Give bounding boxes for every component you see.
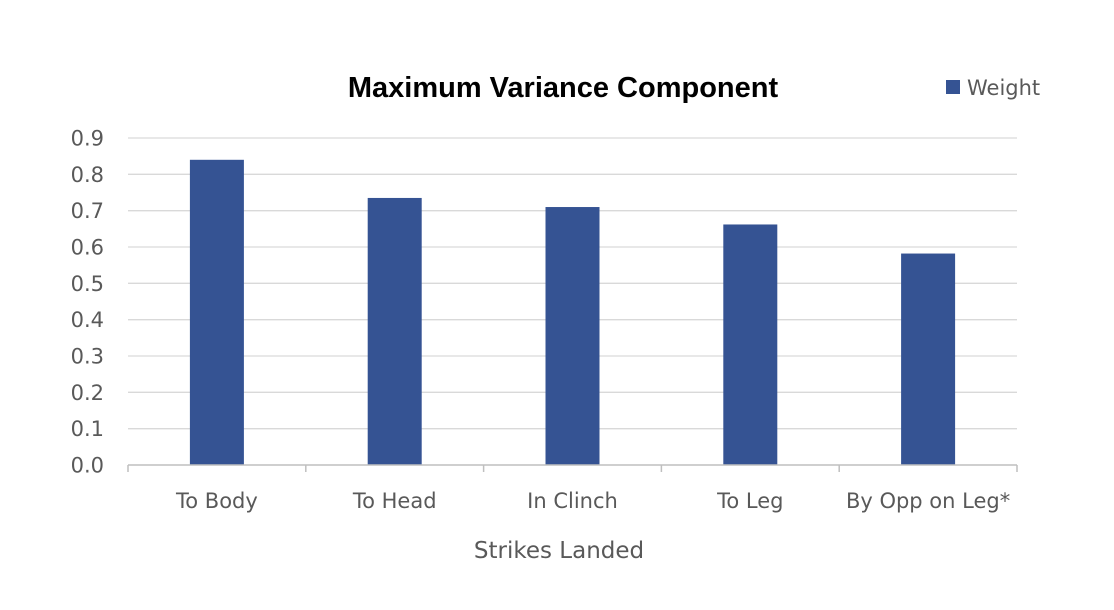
x-tick-label: To Head bbox=[352, 489, 437, 513]
bar bbox=[189, 159, 244, 466]
x-tick-label: By Opp on Leg* bbox=[846, 489, 1010, 513]
bar bbox=[723, 224, 778, 465]
legend-swatch bbox=[946, 80, 960, 94]
legend: Weight bbox=[946, 76, 1040, 100]
legend-label: Weight bbox=[967, 76, 1040, 100]
x-axis-title: Strikes Landed bbox=[474, 538, 644, 564]
y-tick-label: 0.6 bbox=[71, 236, 104, 260]
y-tick-label: 0.0 bbox=[71, 454, 104, 478]
x-tick-labels: To Body To Head In Clinch To Leg By Opp on L… bbox=[175, 489, 1010, 513]
y-tick-label: 0.3 bbox=[71, 345, 104, 369]
y-tick-labels: 0.0 0.1 0.2 0.3 0.4 0.5 0.6 0.7 0.8 0.9 bbox=[71, 127, 104, 478]
y-tick-label: 0.4 bbox=[71, 308, 104, 332]
y-tick-label: 0.8 bbox=[71, 163, 104, 187]
bars bbox=[189, 159, 956, 466]
bar bbox=[545, 207, 600, 466]
bar bbox=[367, 197, 422, 465]
y-tick-label: 0.2 bbox=[71, 381, 104, 405]
chart-title: Maximum Variance Component bbox=[348, 72, 779, 104]
y-tick-label: 0.7 bbox=[71, 199, 104, 223]
x-tick-label: To Body bbox=[175, 489, 258, 513]
y-tick-label: 0.9 bbox=[71, 127, 104, 151]
y-tick-label: 0.1 bbox=[71, 417, 104, 441]
x-axis bbox=[127, 464, 1018, 472]
y-tick-label: 0.5 bbox=[71, 272, 104, 296]
x-tick-label: To Leg bbox=[716, 489, 783, 513]
x-tick-label: In Clinch bbox=[527, 489, 618, 513]
bar bbox=[901, 253, 956, 465]
